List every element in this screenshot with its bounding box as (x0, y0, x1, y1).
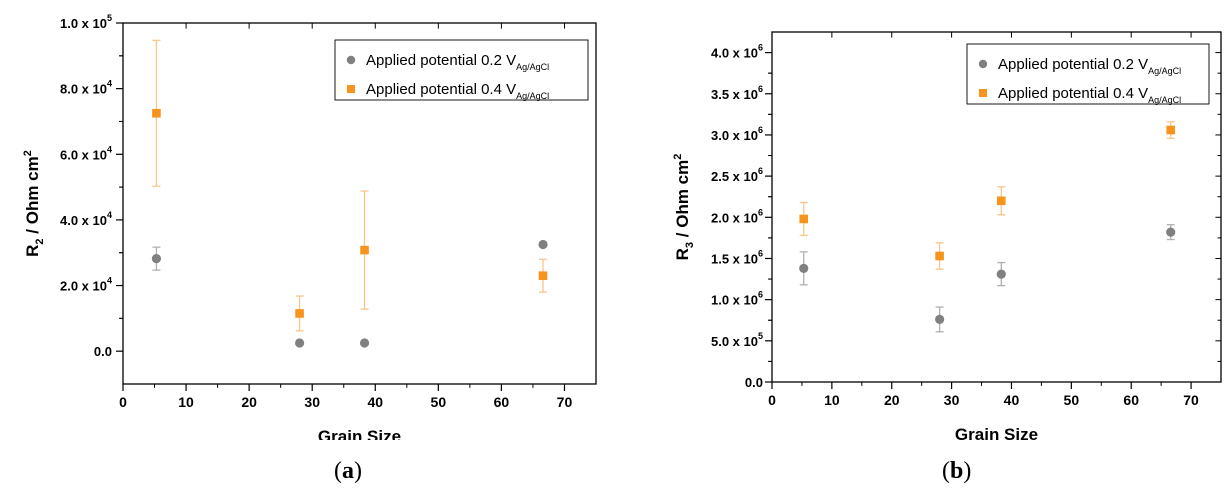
y-tick-label: 6.0 x 104 (60, 144, 112, 162)
x-tick-label: 10 (824, 392, 840, 408)
x-axis-label: Grain Size (955, 425, 1038, 440)
data-point-square (538, 271, 548, 280)
data-point-square (799, 214, 809, 224)
y-tick-label: 1.5 x 106 (711, 248, 763, 266)
x-axis-label: Grain Size (318, 427, 401, 440)
x-tick-label: 0 (768, 392, 776, 408)
y-tick-label: 3.0 x 106 (711, 125, 763, 143)
legend-label: Applied potential 0.2 VAg/AgCl (998, 56, 1181, 76)
data-point-circle (996, 269, 1006, 279)
x-tick-label: 70 (1183, 392, 1199, 408)
legend-box (966, 43, 1210, 105)
y-tick-label: 0.0 (94, 344, 112, 359)
data-point-circle (1166, 227, 1176, 237)
x-tick-label: 50 (1064, 392, 1080, 408)
y-axis-label: R3 / Ohm cm2 (672, 154, 696, 261)
data-point-circle (935, 314, 945, 325)
y-tick-label: 2.5 x 106 (711, 166, 763, 184)
x-tick-label: 0 (119, 394, 127, 410)
series-2 (152, 39, 548, 332)
x-tick-label: 10 (178, 394, 194, 410)
chart-b: 0 10 20 30 40 50 60 70 0.0 5.0 x 105 1.0 x 106 1.5 … (672, 31, 1222, 440)
y-tick-label: 4.0 x 104 (60, 210, 112, 228)
legend-label: Applied potential 0.4 VAg/AgCl (366, 81, 549, 101)
plot-frame (122, 22, 597, 385)
panel-caption-b: (b) (942, 458, 972, 484)
data-point-square (360, 245, 369, 255)
y-tick-label: 3.5 x 106 (711, 84, 763, 102)
data-point-square (996, 196, 1006, 206)
plot-frame (771, 31, 1222, 383)
data-point-square (152, 108, 161, 118)
data-point-circle (799, 263, 809, 273)
x-tick-label: 40 (367, 394, 383, 410)
series-1 (799, 224, 1176, 333)
y-tick-label: 5.0 x 105 (711, 331, 763, 349)
legend-marker-circle (978, 59, 988, 69)
x-tick-label: 60 (494, 394, 510, 410)
data-point-circle (294, 338, 305, 348)
legend-label: Applied potential 0.4 VAg/AgCl (998, 85, 1181, 105)
series-1 (151, 239, 548, 348)
y-tick-label: 2.0 x 104 (60, 276, 112, 294)
x-tick-label: 30 (944, 392, 960, 408)
chart-a: 0 10 20 30 40 50 60 70 0.0 2.0 x 104 4.0 x 104 6.0 … (22, 13, 597, 440)
legend-marker-square (347, 85, 355, 93)
x-tick-label: 70 (557, 394, 573, 410)
y-tick-label: 4.0 x 106 (711, 43, 763, 61)
series-2 (799, 121, 1176, 270)
data-point-square (935, 251, 944, 261)
x-tick-label: 50 (431, 394, 447, 410)
y-tick-label: 2.0 x 106 (711, 207, 763, 225)
data-point-circle (359, 338, 370, 348)
x-tick-label: 20 (241, 394, 257, 410)
legend-marker-circle (346, 55, 356, 65)
x-tick-label: 20 (884, 392, 900, 408)
data-point-square (1166, 125, 1176, 135)
legend-marker-square (979, 89, 987, 97)
data-point-circle (151, 254, 162, 264)
legend-box (334, 39, 589, 101)
data-point-circle (538, 239, 548, 250)
y-tick-label: 1.0 x 106 (711, 290, 763, 308)
y-tick-label: 1.0 x 105 (60, 13, 112, 31)
data-point-square (295, 309, 304, 318)
legend-label: Applied potential 0.2 VAg/AgCl (366, 52, 549, 72)
x-tick-label: 60 (1123, 392, 1139, 408)
y-tick-label: 0.0 (745, 375, 763, 390)
y-axis-label: R2 / Ohm cm2 (22, 150, 46, 257)
x-tick-label: 40 (1004, 392, 1020, 408)
y-tick-label: 8.0 x 104 (60, 79, 112, 97)
x-tick-label: 30 (304, 394, 320, 410)
panel-caption-a: (a) (334, 458, 362, 484)
